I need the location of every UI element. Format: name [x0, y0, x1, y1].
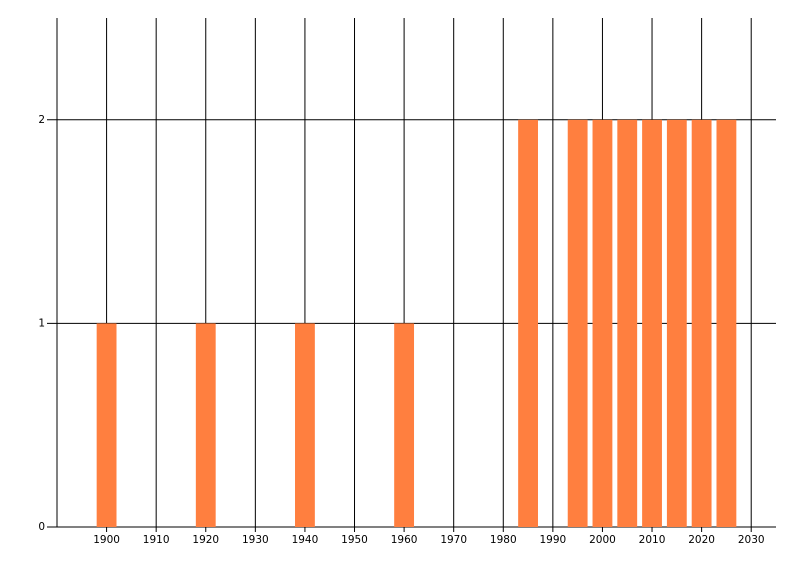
x-tick-label: 2020	[688, 534, 715, 546]
bar	[195, 323, 216, 527]
y-tick-label: 0	[38, 521, 45, 533]
x-tick-label: 1970	[440, 534, 467, 546]
x-tick-label: 1910	[143, 534, 170, 546]
y-tick-label: 2	[38, 114, 45, 126]
y-tick-label: 1	[38, 317, 45, 329]
x-tick-label: 1980	[490, 534, 517, 546]
x-tick-label: 1960	[391, 534, 418, 546]
x-tick-label: 1940	[292, 534, 319, 546]
bar	[666, 119, 687, 528]
x-tick-label: 2000	[589, 534, 616, 546]
x-tick-label: 1920	[192, 534, 219, 546]
bar	[617, 119, 638, 528]
x-tick-label: 1930	[242, 534, 269, 546]
bar	[96, 323, 117, 527]
bar	[567, 119, 588, 528]
bar	[518, 119, 538, 528]
bar	[642, 119, 662, 528]
bar	[295, 323, 315, 527]
x-tick-label: 1950	[341, 534, 368, 546]
bar	[394, 323, 415, 527]
x-tick-label: 2030	[738, 534, 765, 546]
x-tick-label: 2010	[639, 534, 666, 546]
bar	[716, 119, 737, 528]
x-tick-label: 1990	[539, 534, 566, 546]
bar	[592, 119, 613, 528]
bar	[691, 119, 712, 528]
x-tick-label: 1900	[93, 534, 120, 546]
